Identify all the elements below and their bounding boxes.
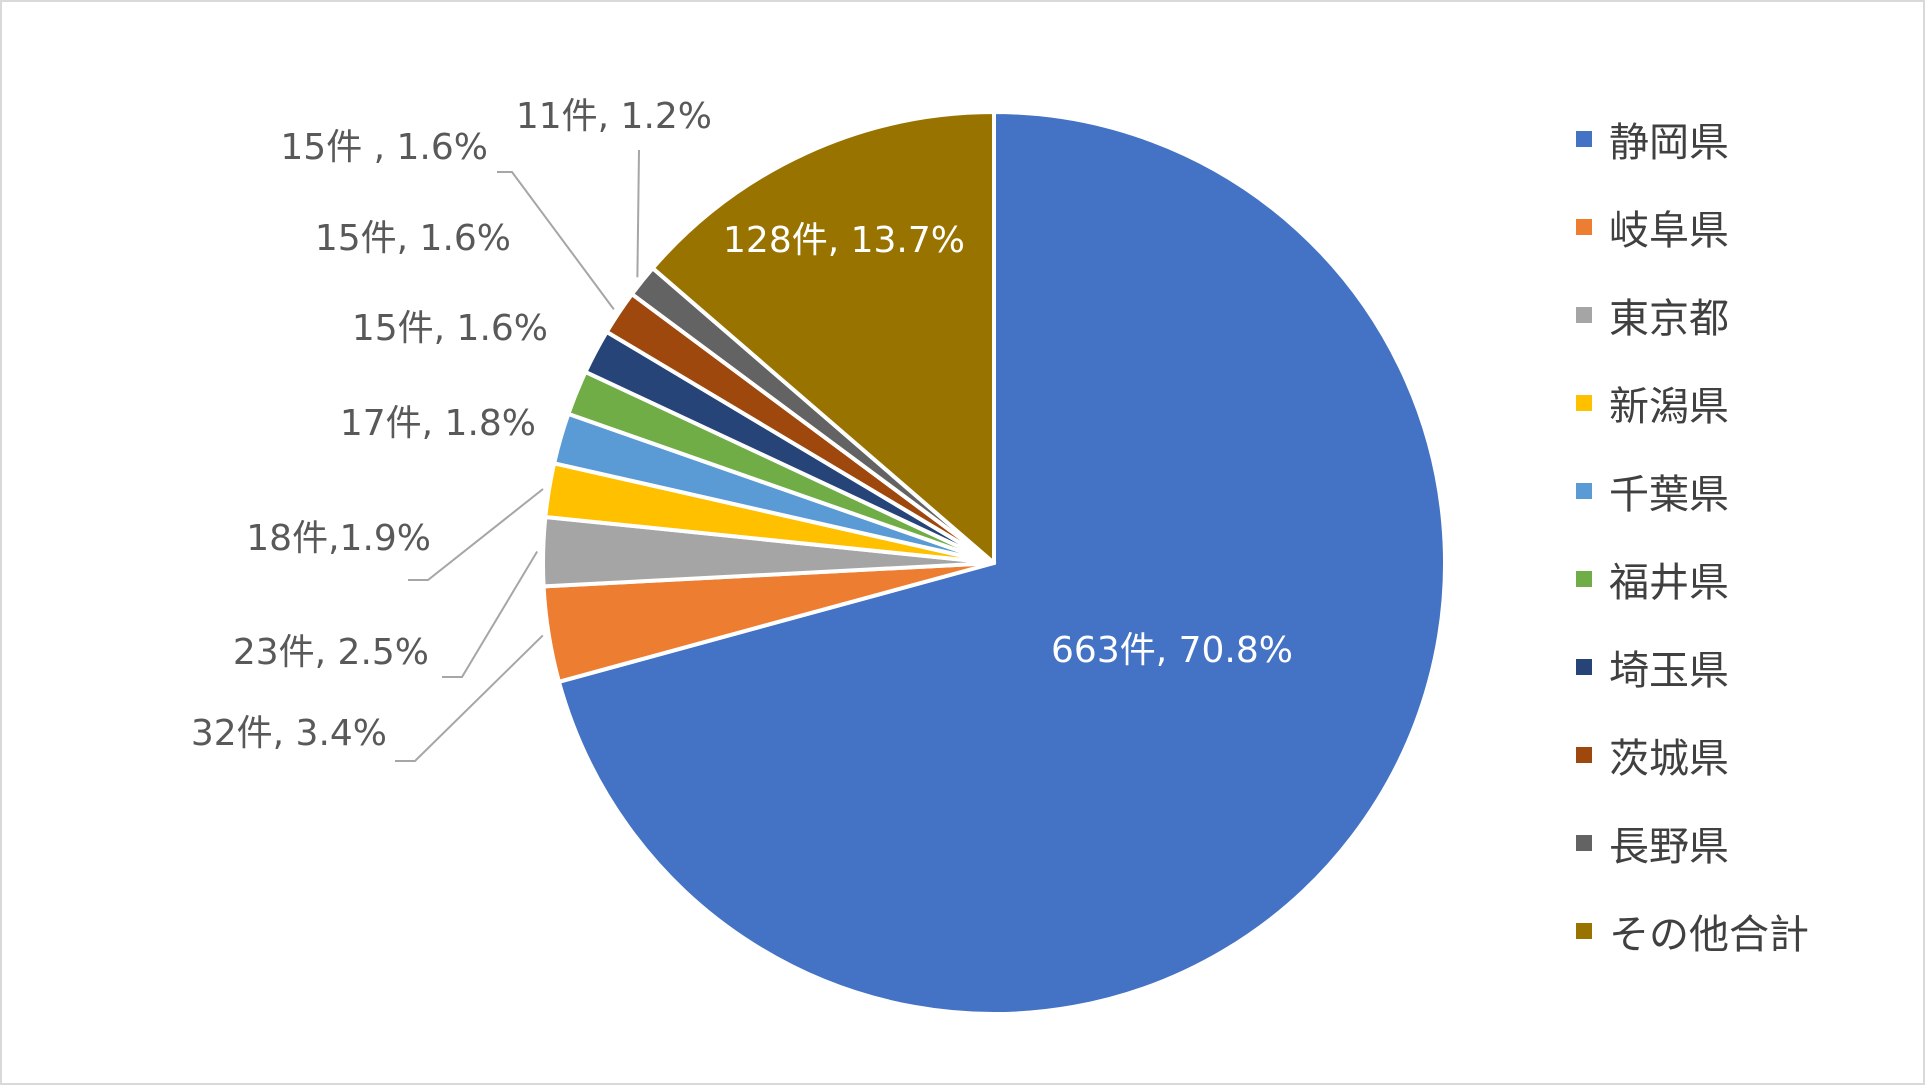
pie-slice-0 <box>556 110 1447 1016</box>
legend-item-7: 茨城県 <box>1576 730 1729 782</box>
data-label-2: 23件, 2.5% <box>233 632 429 673</box>
data-label-8: 11件, 1.2% <box>516 96 712 137</box>
legend-item-4: 千葉県 <box>1576 466 1729 518</box>
data-label-7: 15件 , 1.6% <box>280 127 488 168</box>
legend-item-5: 福井県 <box>1576 554 1729 606</box>
legend-label: その他合計 <box>1609 912 1809 958</box>
legend-swatch <box>1576 307 1592 323</box>
data-label-3: 18件,1.9% <box>246 518 431 559</box>
legend-swatch <box>1576 131 1592 147</box>
leader-line-7 <box>497 171 615 310</box>
legend-label: 長野県 <box>1609 824 1729 870</box>
legend-label: 東京都 <box>1609 296 1729 342</box>
legend-item-6: 埼玉県 <box>1576 642 1729 694</box>
legend-swatch <box>1576 395 1592 411</box>
legend-swatch <box>1576 219 1592 235</box>
leader-lines <box>395 149 640 762</box>
leader-line-1 <box>395 634 544 762</box>
legend-item-3: 新潟県 <box>1576 378 1729 430</box>
legend-label: 静岡県 <box>1609 120 1729 166</box>
data-label-4: 17件, 1.8% <box>340 403 536 444</box>
pie-slice-9 <box>650 110 996 565</box>
legend-item-0: 静岡県 <box>1576 114 1729 166</box>
data-label-6: 15件, 1.6% <box>315 218 511 259</box>
legend-label: 新潟県 <box>1609 384 1729 430</box>
data-label-0: 663件, 70.8% <box>1051 630 1293 671</box>
data-label-9: 128件, 13.7% <box>723 220 965 261</box>
legend-label: 茨城県 <box>1609 736 1729 782</box>
leader-line-8 <box>636 149 640 278</box>
legend-item-2: 東京都 <box>1576 290 1729 342</box>
legend-item-9: その他合計 <box>1576 906 1809 958</box>
legend-label: 埼玉県 <box>1609 648 1729 694</box>
legend-label: 岐阜県 <box>1609 208 1729 254</box>
legend-swatch <box>1576 835 1592 851</box>
legend-label: 福井県 <box>1609 560 1729 606</box>
legend-swatch <box>1576 483 1592 499</box>
legend-swatch <box>1576 571 1592 587</box>
leader-line-2 <box>442 550 539 678</box>
legend-swatch <box>1576 747 1592 763</box>
data-label-1: 32件, 3.4% <box>191 713 387 754</box>
legend-swatch <box>1576 923 1592 939</box>
legend-item-1: 岐阜県 <box>1576 202 1729 254</box>
leader-line-3 <box>408 488 544 581</box>
data-label-5: 15件, 1.6% <box>352 308 548 349</box>
legend-swatch <box>1576 659 1592 675</box>
legend-label: 千葉県 <box>1609 472 1729 518</box>
legend-item-8: 長野県 <box>1576 818 1729 870</box>
